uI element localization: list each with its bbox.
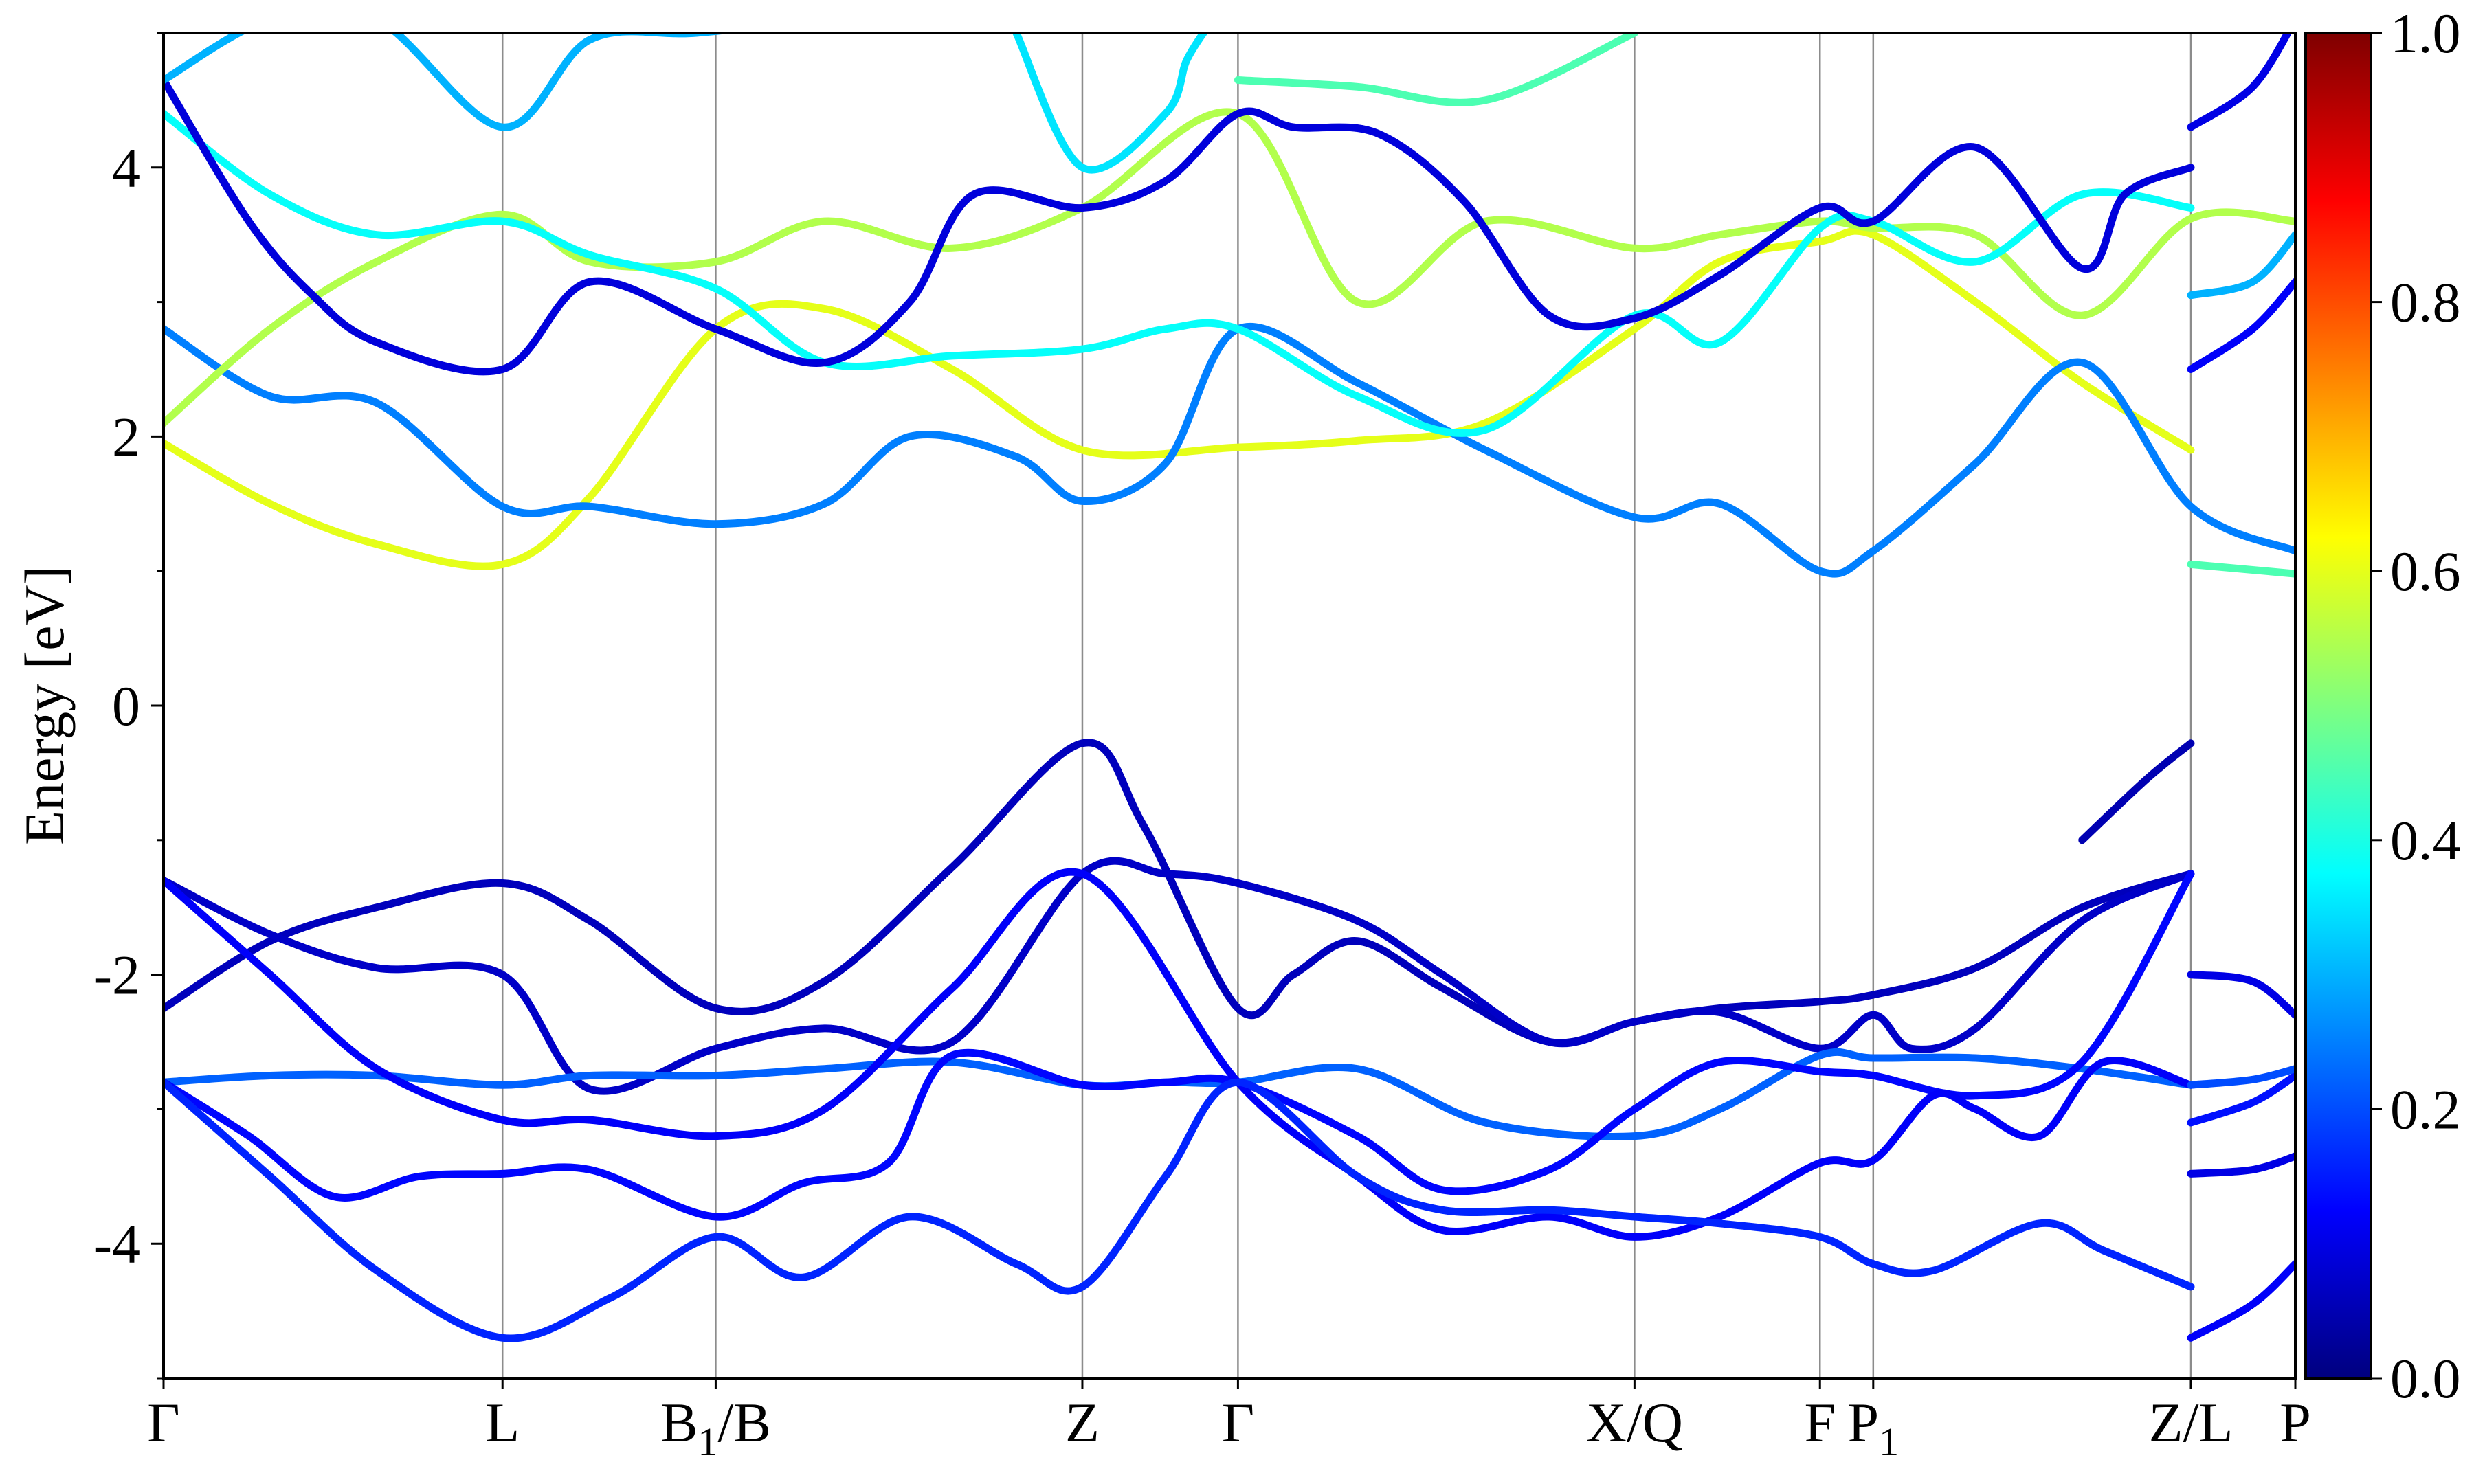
band-line-23 [2078, 739, 2195, 844]
y-tick-label: -4 [93, 1213, 140, 1275]
colorbar-tick-label: 0.0 [2390, 1347, 2461, 1410]
band-line-14 [2187, 33, 2293, 131]
band-line-20 [2187, 1152, 2295, 1178]
band-line-5 [164, 1078, 2195, 1342]
x-tick-label: P1 [1847, 1391, 1899, 1464]
x-tick-label: Γ [147, 1391, 179, 1454]
band-line-16 [2187, 278, 2295, 373]
colorbar: 1.0 0.8 0.6 0.4 0.2 0.0 [2304, 2, 2461, 1410]
band-line-19 [2187, 1072, 2295, 1127]
y-tick-label: -2 [93, 944, 140, 1007]
band-line-8 [164, 108, 2295, 427]
band-line-22 [2187, 1065, 2295, 1089]
band-line-21 [2187, 1260, 2295, 1342]
y-axis-ticks: 4 2 0 -2 -4 [93, 32, 164, 1380]
band-line-2 [164, 1048, 2195, 1140]
band-line-18 [2187, 971, 2295, 1019]
x-tick-label: Z/L [2149, 1391, 2233, 1454]
y-tick-label: 4 [112, 137, 140, 199]
colorbar-tick-label: 0.4 [2390, 809, 2461, 872]
band-line-10 [164, 76, 2195, 376]
x-tick-label: X/Q [1586, 1391, 1683, 1454]
y-axis-label: Energy [eV] [13, 566, 76, 845]
x-tick-label: L [485, 1391, 520, 1454]
band-line-1 [164, 857, 2195, 1095]
x-axis-ticks: Γ L B1/B Z Γ X/Q F P1 Z/L P [147, 1378, 2311, 1464]
band-line-9 [164, 110, 2195, 437]
band-line-6 [164, 227, 2195, 570]
y-tick-label: 2 [112, 405, 140, 468]
band-line-7 [164, 322, 2295, 578]
band-line-12 [1012, 33, 1208, 174]
colorbar-gradient [2304, 32, 2372, 1380]
colorbar-tick-label: 0.2 [2390, 1078, 2461, 1140]
x-tick-label: B1/B [660, 1391, 771, 1464]
band-line-15 [2187, 231, 2295, 300]
band-line-4 [164, 868, 2195, 1241]
band-line-3 [164, 870, 2195, 1221]
band-line-17 [2187, 560, 2295, 578]
colorbar-tick-label: 1.0 [2390, 2, 2461, 65]
kpoint-lines [501, 33, 2192, 1378]
x-tick-label: Z [1065, 1391, 1100, 1454]
band-line-0 [164, 739, 2195, 1047]
x-tick-label: Γ [1222, 1391, 1254, 1454]
colorbar-tick-label: 0.6 [2390, 540, 2461, 603]
band-line-11 [164, 33, 736, 131]
x-tick-label: F [1804, 1391, 1836, 1454]
bands [164, 33, 2295, 1342]
colorbar-tick-label: 0.8 [2390, 271, 2461, 334]
band-line-13 [1234, 33, 1638, 106]
y-tick-label: 0 [112, 675, 140, 737]
x-tick-label: P [2280, 1391, 2311, 1454]
